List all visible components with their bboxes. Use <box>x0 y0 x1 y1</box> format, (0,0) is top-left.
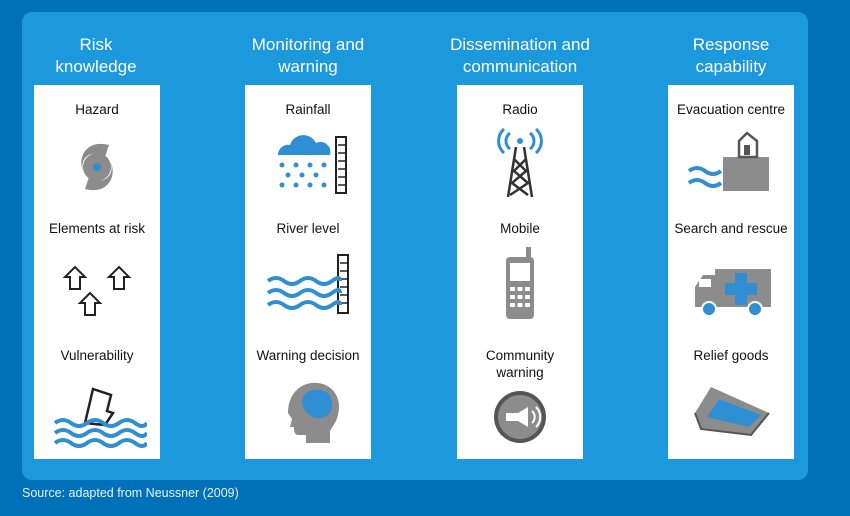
head-brain-icon <box>258 373 358 451</box>
cyclone-icon <box>47 127 147 205</box>
megaphone-icon <box>470 381 570 459</box>
column-title-monitoring-and-warning: Monitoring and warning <box>251 35 365 76</box>
column-dissemination-and-communication: Radio Mobile Community warning <box>457 85 583 459</box>
rain-gauge-icon <box>258 127 358 205</box>
column-response-capability: Evacuation centre Search and rescue Reli… <box>668 85 794 459</box>
item-label-warning-decision: Warning decision <box>256 348 360 363</box>
item-label-evacuation-centre: Evacuation centre <box>676 102 786 117</box>
item-label-hazard: Hazard <box>75 102 119 117</box>
column-title-dissemination-and-communication: Dissemination and communication <box>450 35 590 76</box>
radio-tower-icon <box>470 127 570 205</box>
item-label-community-warning: Community warning <box>485 348 555 380</box>
item-label-radio: Radio <box>502 102 538 117</box>
item-label-mobile: Mobile <box>500 221 540 236</box>
item-label-rainfall: Rainfall <box>285 102 331 117</box>
water-level-gauge-icon <box>258 245 358 323</box>
column-title-risk-knowledge: Risk knowledge <box>55 35 137 76</box>
houses-icon <box>47 245 147 323</box>
column-risk-knowledge: Hazard Elements at risk Vulnerability <box>34 85 160 459</box>
house-in-flood-icon <box>47 373 147 451</box>
item-label-search-and-rescue: Search and rescue <box>674 221 788 236</box>
column-monitoring-and-warning: Rainfall River level <box>245 85 371 459</box>
evacuation-shelter-icon <box>681 127 781 205</box>
item-label-river-level: River level <box>276 221 340 236</box>
column-title-response-capability: Response capability <box>692 35 770 76</box>
item-label-vulnerability: Vulnerability <box>60 348 134 363</box>
mobile-phone-icon <box>470 245 570 323</box>
item-label-elements-at-risk: Elements at risk <box>48 221 146 236</box>
item-label-relief-goods: Relief goods <box>693 348 769 363</box>
relief-box-icon <box>681 373 781 451</box>
source-caption: Source: adapted from Neussner (2009) <box>22 486 239 500</box>
ambulance-icon <box>681 245 781 323</box>
